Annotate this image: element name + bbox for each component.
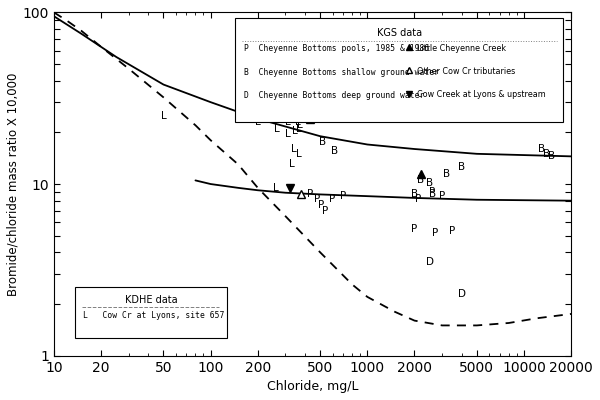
Text: P: P	[307, 188, 313, 198]
Text: B: B	[544, 149, 550, 159]
Text: B: B	[411, 188, 418, 198]
Text: L: L	[297, 120, 302, 130]
Text: P: P	[314, 194, 320, 204]
Text: L: L	[295, 117, 301, 127]
Text: L: L	[291, 108, 297, 118]
Text: L: L	[296, 149, 302, 159]
Text: L: L	[285, 129, 290, 139]
Text: D: D	[425, 257, 434, 267]
Text: B: B	[443, 169, 450, 179]
FancyBboxPatch shape	[235, 18, 563, 122]
Text: Cow Creek at Lyons & upstream: Cow Creek at Lyons & upstream	[418, 90, 546, 99]
FancyBboxPatch shape	[74, 287, 227, 338]
Text: Other Cow Cr tributaries: Other Cow Cr tributaries	[418, 67, 515, 76]
Text: KGS data: KGS data	[377, 28, 422, 38]
Text: P: P	[329, 194, 335, 204]
X-axis label: Chloride, mg/L: Chloride, mg/L	[267, 380, 358, 393]
Text: P  Cheyenne Bottoms pools, 1985 & 1986: P Cheyenne Bottoms pools, 1985 & 1986	[244, 44, 429, 53]
Text: B: B	[458, 162, 465, 172]
Text: P: P	[415, 194, 421, 204]
Text: L: L	[271, 114, 277, 124]
Text: Little Cheyenne Creek: Little Cheyenne Creek	[418, 44, 506, 53]
Text: B: B	[418, 176, 425, 186]
Text: P: P	[432, 228, 438, 238]
Text: P: P	[429, 187, 436, 197]
Text: B  Cheyenne Bottoms shallow ground water: B Cheyenne Bottoms shallow ground water	[244, 68, 439, 77]
Text: B: B	[538, 144, 545, 154]
Text: D  Cheyenne Bottoms deep ground water: D Cheyenne Bottoms deep ground water	[244, 91, 424, 100]
Text: P: P	[439, 191, 445, 201]
Text: KDHE data: KDHE data	[125, 295, 177, 305]
Text: B: B	[429, 188, 436, 198]
Text: P: P	[449, 226, 456, 236]
Text: L: L	[274, 124, 280, 134]
Text: L: L	[255, 117, 260, 127]
Y-axis label: Bromide/chloride mass ratio X 10,000: Bromide/chloride mass ratio X 10,000	[7, 72, 20, 296]
Text: P: P	[340, 191, 346, 201]
Text: L: L	[285, 117, 290, 127]
Text: L: L	[289, 114, 295, 124]
Text: L: L	[273, 183, 278, 193]
Text: L: L	[265, 108, 270, 118]
Text: L: L	[292, 126, 298, 136]
Text: L: L	[291, 144, 297, 154]
Text: P: P	[319, 200, 325, 210]
Text: P: P	[322, 206, 329, 216]
Text: B: B	[548, 151, 555, 161]
Text: L   Cow Cr at Lyons, site 657: L Cow Cr at Lyons, site 657	[83, 311, 225, 320]
Text: B: B	[331, 146, 338, 156]
Text: D: D	[458, 288, 466, 298]
Text: B: B	[319, 137, 326, 147]
Text: B: B	[426, 178, 433, 188]
Text: L: L	[296, 124, 302, 134]
Text: L: L	[299, 114, 305, 124]
Text: L: L	[161, 111, 166, 121]
Text: L: L	[280, 114, 286, 124]
Text: L: L	[289, 160, 295, 170]
Text: P: P	[412, 224, 418, 234]
